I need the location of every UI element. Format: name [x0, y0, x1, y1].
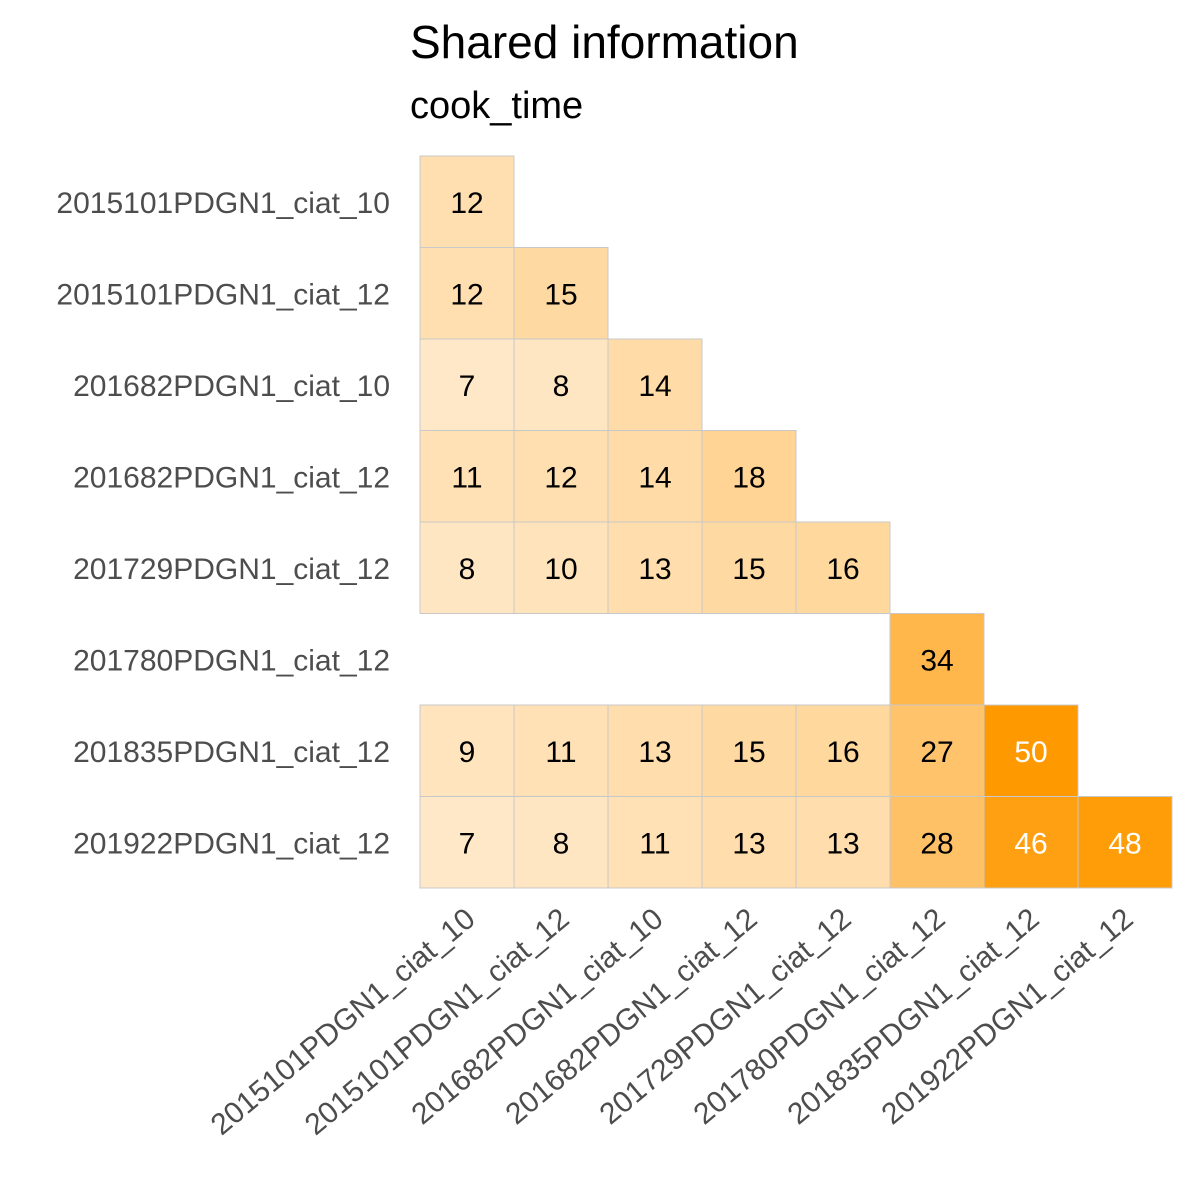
row-label: 201729PDGN1_ciat_12	[73, 553, 390, 586]
cell-value-label: 34	[920, 644, 953, 677]
cell-value-label: 12	[450, 278, 483, 311]
cell-value-label: 16	[826, 736, 859, 769]
cell-value-label: 11	[639, 827, 670, 860]
heatmap-cell	[701, 430, 797, 523]
cell-value-label: 15	[544, 278, 577, 311]
cell-value-label: 13	[732, 827, 765, 860]
heatmap-cell	[701, 704, 797, 797]
cell-value-label: 50	[1014, 736, 1047, 769]
cell-value-label: 28	[920, 827, 953, 860]
cell-value-label: 7	[459, 370, 476, 403]
heatmap-cell	[1077, 796, 1173, 889]
row-label: 201780PDGN1_ciat_12	[73, 644, 390, 677]
cell-value-label: 18	[732, 461, 765, 494]
cell-value-label: 8	[459, 553, 476, 586]
row-label: 2015101PDGN1_ciat_10	[56, 187, 390, 220]
cell-value-label: 10	[544, 553, 577, 586]
heatmap-cell	[607, 704, 703, 797]
cell-value-label: 8	[553, 370, 570, 403]
row-label: 201835PDGN1_ciat_12	[73, 736, 390, 769]
heatmap-cell	[607, 521, 703, 614]
heatmap-cell	[513, 338, 609, 431]
heatmap-cell	[701, 521, 797, 614]
row-label: 2015101PDGN1_ciat_12	[56, 278, 390, 311]
cell-value-label: 13	[638, 553, 671, 586]
chart-subtitle: cook_time	[410, 85, 583, 127]
heatmap-cell	[419, 247, 515, 340]
chart-title: Shared information	[410, 16, 799, 68]
cell-value-label: 12	[450, 187, 483, 220]
heatmap-cell	[795, 796, 891, 889]
cell-value-label: 12	[544, 461, 577, 494]
heatmap-cells: 12 12 15 7 8 14 11 12 14 18 8 10 13 15 16 34 9 11 13 15 16 27…	[419, 155, 1173, 889]
heatmap-cell	[419, 704, 515, 797]
heatmap-cell	[795, 704, 891, 797]
heatmap-cell	[513, 704, 609, 797]
cell-value-label: 8	[553, 827, 570, 860]
cell-value-label: 7	[459, 827, 476, 860]
heatmap-cell	[513, 521, 609, 614]
heatmap-cell	[513, 430, 609, 523]
row-label: 201682PDGN1_ciat_10	[73, 370, 390, 403]
cell-value-label: 9	[459, 736, 476, 769]
cell-value-label: 14	[638, 461, 671, 494]
column-labels: 2015101PDGN1_ciat_102015101PDGN1_ciat_12…	[205, 902, 1140, 1142]
heatmap-cell	[701, 796, 797, 889]
row-labels: 2015101PDGN1_ciat_10 2015101PDGN1_ciat_12…	[56, 187, 390, 861]
heatmap-cell	[513, 247, 609, 340]
heatmap-cell	[889, 613, 985, 706]
cell-value-label: 15	[732, 553, 765, 586]
heatmap-cell	[419, 338, 515, 431]
heatmap-cell	[889, 704, 985, 797]
heatmap-cell	[889, 796, 985, 889]
cell-value-label: 13	[826, 827, 859, 860]
row-label: 201682PDGN1_ciat_12	[73, 461, 390, 494]
cell-value-label: 16	[826, 553, 859, 586]
cell-value-label: 27	[920, 736, 953, 769]
cell-value-label: 13	[638, 736, 671, 769]
heatmap-cell	[795, 521, 891, 614]
cell-value-label: 11	[451, 461, 482, 494]
cell-value-label: 11	[545, 736, 576, 769]
cell-value-label: 14	[638, 370, 671, 403]
cell-value-label: 48	[1108, 827, 1141, 860]
cell-value-label: 46	[1014, 827, 1047, 860]
heatmap-cell	[419, 155, 515, 248]
cell-value-label: 15	[732, 736, 765, 769]
row-label: 201922PDGN1_ciat_12	[73, 827, 390, 860]
heatmap-cell	[513, 796, 609, 889]
heatmap-cell	[607, 338, 703, 431]
heatmap-cell	[983, 704, 1079, 797]
